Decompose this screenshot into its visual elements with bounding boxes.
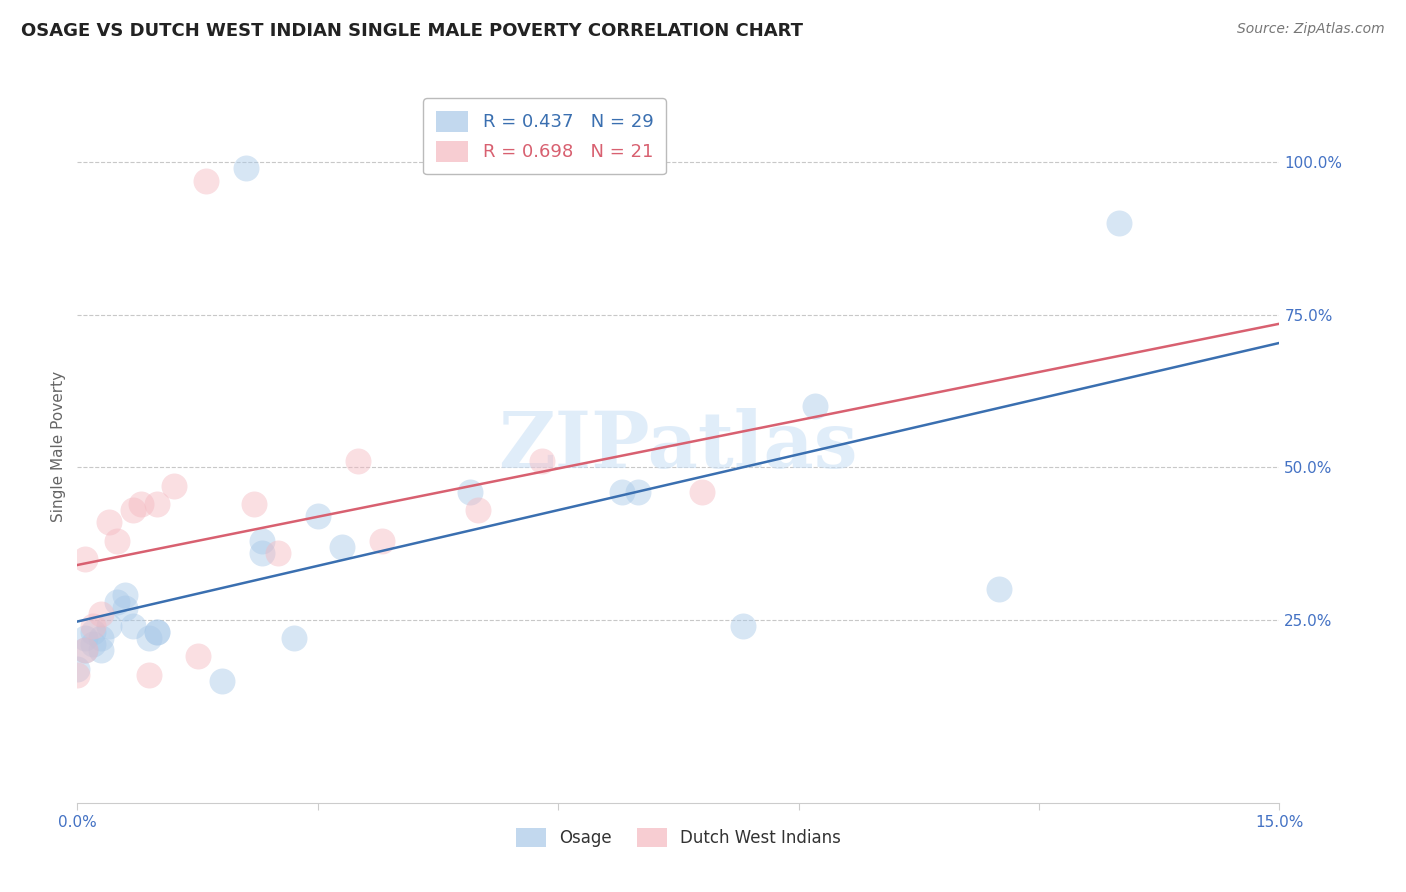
Text: Source: ZipAtlas.com: Source: ZipAtlas.com [1237,22,1385,37]
Point [90,643,112,657]
Point [612,484,634,499]
Point [531,454,554,468]
Point [242,497,264,511]
Point [75,643,97,657]
Point [98,515,121,529]
Point [692,484,714,499]
Point [75,643,97,657]
Point [371,533,394,548]
Point [114,600,136,615]
Text: OSAGE VS DUTCH WEST INDIAN SINGLE MALE POVERTY CORRELATION CHART: OSAGE VS DUTCH WEST INDIAN SINGLE MALE P… [21,22,803,40]
Point [467,503,489,517]
Point [250,546,273,560]
Point [330,540,353,554]
Point [138,631,160,645]
Point [98,619,121,633]
Y-axis label: Single Male Poverty: Single Male Poverty [51,370,66,522]
Point [66,667,89,681]
Point [75,551,97,566]
Point [803,400,825,414]
Point [75,631,97,645]
Point [82,637,104,651]
Point [107,533,129,548]
Point [122,619,145,633]
Point [194,174,217,188]
Point [107,594,129,608]
Point [122,503,145,517]
Point [138,667,160,681]
Point [82,625,104,640]
Point [211,673,233,688]
Point [131,497,153,511]
Point [162,478,184,492]
Point [82,619,104,633]
Point [1108,216,1130,230]
Point [458,484,481,499]
Point [627,484,650,499]
Point [114,589,136,603]
Point [146,625,169,640]
Point [146,497,169,511]
Point [307,509,329,524]
Point [250,533,273,548]
Point [731,619,754,633]
Point [66,662,89,676]
Point [267,546,290,560]
Point [347,454,370,468]
Point [235,161,257,176]
Point [146,625,169,640]
Point [90,631,112,645]
Text: ZIPatlas: ZIPatlas [499,408,858,484]
Point [90,607,112,621]
Legend: Osage, Dutch West Indians: Osage, Dutch West Indians [505,816,852,859]
Point [988,582,1011,597]
Point [186,649,209,664]
Point [283,631,305,645]
